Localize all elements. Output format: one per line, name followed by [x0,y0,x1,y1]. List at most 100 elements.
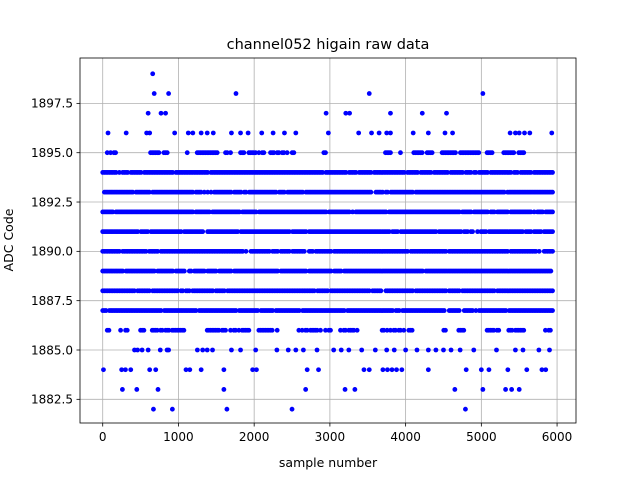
data-point [254,367,259,373]
data-point [246,327,252,333]
data-point [118,327,123,333]
data-point [470,308,475,313]
data-point [350,209,356,215]
data-point [124,327,130,333]
data-point [273,189,279,195]
data-point [108,150,113,156]
data-point [372,347,378,353]
data-point [224,150,230,156]
data-point [425,347,431,353]
data-point [509,387,515,392]
data-point [419,110,425,116]
plot-background [80,58,576,423]
data-point [347,110,352,116]
data-point [113,150,118,156]
data-point [224,406,230,412]
data-point [275,248,281,254]
data-point [386,229,392,235]
data-point [238,189,244,195]
data-point [159,327,165,333]
data-point [325,288,331,294]
data-point [443,248,449,254]
data-point [163,110,168,116]
data-point [366,288,372,294]
data-point [543,367,549,373]
data-point [198,130,204,136]
data-point [361,367,367,373]
data-point [486,367,492,373]
data-point [390,308,395,313]
data-point [328,268,334,274]
data-point [468,209,474,215]
data-point [183,367,189,373]
data-point [388,110,393,116]
data-point [125,170,131,175]
data-point [261,150,267,156]
data-point [158,110,164,116]
data-point [494,347,499,353]
data-point [253,347,259,353]
data-point [276,150,282,156]
data-point [476,150,482,156]
data-point [353,170,359,175]
data-point [456,209,462,215]
data-point [228,189,234,195]
data-point [399,367,405,373]
data-point [228,268,234,274]
data-point [240,248,246,254]
data-point [300,347,306,353]
data-point [383,209,389,215]
data-point [143,248,149,254]
data-point [385,189,390,195]
data-point [198,189,204,195]
data-point [441,308,447,313]
data-point [269,327,275,333]
data-point [463,406,468,412]
data-point [274,347,280,353]
data-point [550,288,555,294]
data-point [184,150,190,156]
data-point [376,130,382,136]
data-point [229,347,234,353]
data-point [310,248,316,254]
data-point [548,268,554,274]
data-point [221,387,227,392]
data-point [359,347,365,353]
data-point [338,268,344,274]
data-point [354,327,360,333]
data-point [214,150,220,156]
data-point [208,189,214,195]
data-point [536,347,542,353]
data-point [540,209,545,215]
y-tick-label: 1897.5 [31,97,73,111]
data-point [328,327,333,333]
data-point [130,189,136,195]
data-point [145,229,151,235]
data-point [101,367,106,373]
data-point [185,130,191,136]
data-point [471,347,477,353]
data-point [483,229,489,235]
y-tick-label: 1895.0 [31,146,73,160]
data-point [343,170,349,175]
data-point [410,288,415,294]
data-point [524,367,530,373]
data-point [428,170,434,175]
data-point [204,130,210,136]
data-point [190,130,196,136]
data-point [448,347,454,353]
data-point [475,229,480,235]
data-point [154,327,160,333]
data-point [304,327,310,333]
data-point [156,150,162,156]
data-point [463,367,469,373]
data-point [414,347,420,353]
data-point [205,170,211,175]
data-point [508,170,514,175]
data-point [169,406,175,412]
data-points [100,71,555,412]
data-point [513,130,518,136]
data-point [491,327,497,333]
data-point [303,268,309,274]
